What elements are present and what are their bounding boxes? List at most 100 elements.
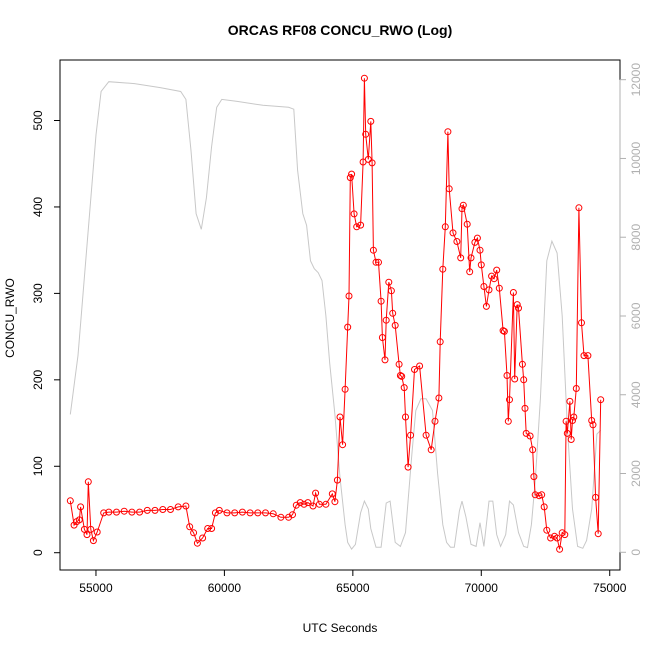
data-point: [597, 396, 605, 404]
data-point: [490, 275, 498, 283]
data-point: [143, 506, 151, 514]
data-point: [580, 352, 588, 360]
y-tick-label: 100: [31, 456, 45, 476]
data-point: [584, 352, 592, 360]
data-point: [453, 238, 461, 245]
data-point: [269, 510, 277, 518]
data-point: [515, 304, 522, 312]
data-point: [404, 463, 412, 471]
data-point: [589, 421, 597, 429]
data-point: [389, 309, 397, 317]
x-tick-label: 75000: [593, 581, 627, 595]
data-point: [518, 360, 526, 368]
data-point: [499, 327, 507, 335]
data-point: [254, 509, 262, 517]
y-tick-label: 400: [31, 197, 45, 217]
data-point: [457, 254, 465, 262]
data-point: [416, 362, 424, 370]
y2-tick-label: 12000: [629, 63, 643, 97]
x-tick-label: 65000: [336, 581, 370, 595]
data-point: [396, 372, 404, 379]
data-point: [540, 503, 548, 511]
data-point: [572, 385, 580, 392]
data-point: [367, 117, 375, 125]
data-point: [477, 261, 485, 269]
data-point: [530, 473, 538, 481]
y2-tick-label: 2000: [629, 460, 643, 487]
data-point: [578, 319, 585, 327]
data-point: [553, 534, 561, 542]
data-point: [193, 539, 201, 547]
data-point: [411, 366, 418, 373]
data-point: [238, 508, 246, 516]
data-point: [407, 431, 415, 439]
data-point: [186, 523, 194, 531]
data-point: [100, 509, 108, 517]
data-point: [262, 509, 269, 517]
y-tick-label: 0: [31, 549, 45, 556]
data-point: [463, 220, 471, 228]
y2-tick-label: 4000: [629, 381, 643, 408]
data-point: [246, 509, 254, 517]
plot-frame: [59, 59, 621, 571]
data-point: [538, 491, 546, 499]
data-point: [174, 503, 182, 511]
data-point: [382, 316, 390, 324]
data-point: [543, 526, 551, 534]
data-point: [422, 431, 430, 439]
data-point: [341, 385, 349, 393]
data-point: [167, 506, 174, 513]
data-point: [513, 301, 521, 309]
data-point: [588, 417, 596, 424]
data-point: [66, 497, 74, 505]
data-point: [328, 490, 336, 498]
data-point: [360, 74, 368, 82]
y-axis-label: CONCU_RWO: [3, 278, 17, 358]
data-point: [182, 502, 190, 510]
x-axis-label: UTC Seconds: [303, 621, 378, 635]
data-point: [369, 246, 377, 254]
data-point: [368, 159, 376, 167]
data-point: [381, 356, 389, 364]
data-point: [348, 170, 356, 178]
data-point: [467, 254, 475, 262]
chart-title: ORCAS RF08 CONCU_RWO (Log): [228, 22, 453, 38]
data-point: [277, 513, 285, 521]
data-point: [83, 531, 91, 539]
data-point: [215, 506, 223, 514]
data-point: [567, 436, 575, 443]
y2-tick-label: 8000: [629, 224, 643, 251]
data-point: [563, 429, 571, 437]
x-tick-label: 60000: [208, 581, 242, 595]
data-point: [395, 360, 403, 368]
y2-tick-label: 10000: [629, 141, 643, 175]
data-point: [556, 545, 564, 553]
x-axis: 55000 60000 65000 70000 75000: [79, 569, 627, 595]
data-point: [500, 327, 508, 335]
data-point: [473, 234, 481, 242]
data-point: [476, 246, 484, 254]
data-point: [449, 229, 457, 237]
data-point: [511, 375, 519, 383]
data-point: [480, 283, 488, 290]
data-point: [493, 266, 501, 274]
data-point: [441, 223, 449, 231]
data-point: [105, 508, 113, 516]
data-point: [385, 278, 393, 286]
data-point: [353, 223, 361, 231]
data-point: [87, 525, 95, 533]
data-point: [459, 201, 467, 209]
data-point: [375, 258, 382, 266]
data-point: [208, 525, 216, 532]
data-point: [398, 372, 406, 380]
data-point: [575, 204, 583, 212]
data-point: [331, 498, 339, 506]
data-point: [521, 404, 529, 412]
data-point: [204, 525, 212, 532]
data-point: [495, 284, 503, 292]
data-point: [458, 205, 466, 213]
data-point: [84, 478, 92, 486]
data-point: [159, 506, 167, 513]
data-point: [566, 397, 574, 405]
data-point: [509, 289, 517, 296]
